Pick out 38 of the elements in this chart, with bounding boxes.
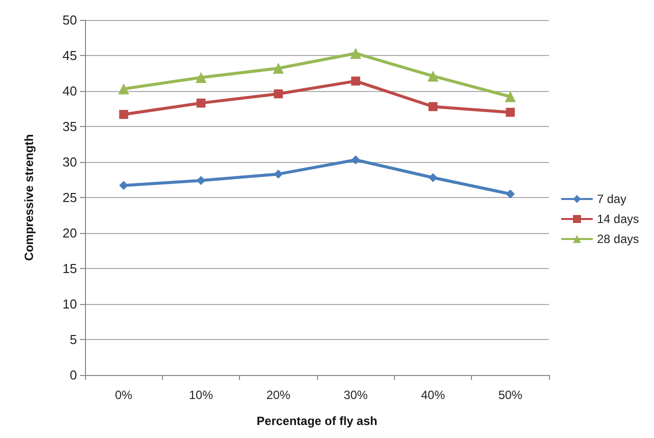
legend-label: 14 days: [596, 212, 639, 226]
point: [119, 110, 128, 119]
y-axis-title: Compressive strength: [22, 134, 36, 261]
x-axis-title: Percentage of fly ash: [256, 414, 378, 428]
legend-label: 7 day: [596, 192, 626, 206]
x-tick-label: 0%: [114, 388, 133, 402]
point: [196, 72, 206, 84]
point: [428, 70, 438, 82]
y-tick-label: 5: [70, 332, 77, 347]
y-tick-label: 25: [62, 190, 77, 205]
y-tick-label: 35: [62, 119, 77, 134]
point: [428, 173, 438, 182]
point: [274, 89, 283, 98]
point: [506, 108, 515, 117]
x-tick-label: 40%: [420, 388, 446, 402]
y-tick-label: 10: [62, 296, 77, 312]
point: [196, 98, 206, 108]
point: [504, 91, 516, 102]
y-tick-label: 45: [62, 48, 77, 63]
x-tick-label: 10%: [188, 388, 214, 402]
y-tick-label: 40: [62, 84, 77, 98]
y-tick-label: 30: [62, 154, 77, 170]
x-tick-label: 30%: [344, 388, 368, 402]
point: [351, 76, 360, 86]
point: [350, 48, 362, 59]
x-tick-label: 50%: [498, 388, 523, 402]
legend-label: 28 days: [596, 232, 639, 246]
y-tick-label: 50: [62, 12, 77, 28]
point: [351, 155, 360, 164]
point: [428, 102, 438, 112]
y-tick-label: 0: [70, 368, 77, 382]
point: [118, 83, 130, 94]
y-tick-label: 15: [62, 261, 77, 276]
y-tick-label: 20: [62, 226, 77, 240]
x-tick-label: 20%: [266, 388, 291, 402]
point: [506, 189, 515, 198]
point: [196, 176, 206, 185]
point: [272, 62, 284, 74]
